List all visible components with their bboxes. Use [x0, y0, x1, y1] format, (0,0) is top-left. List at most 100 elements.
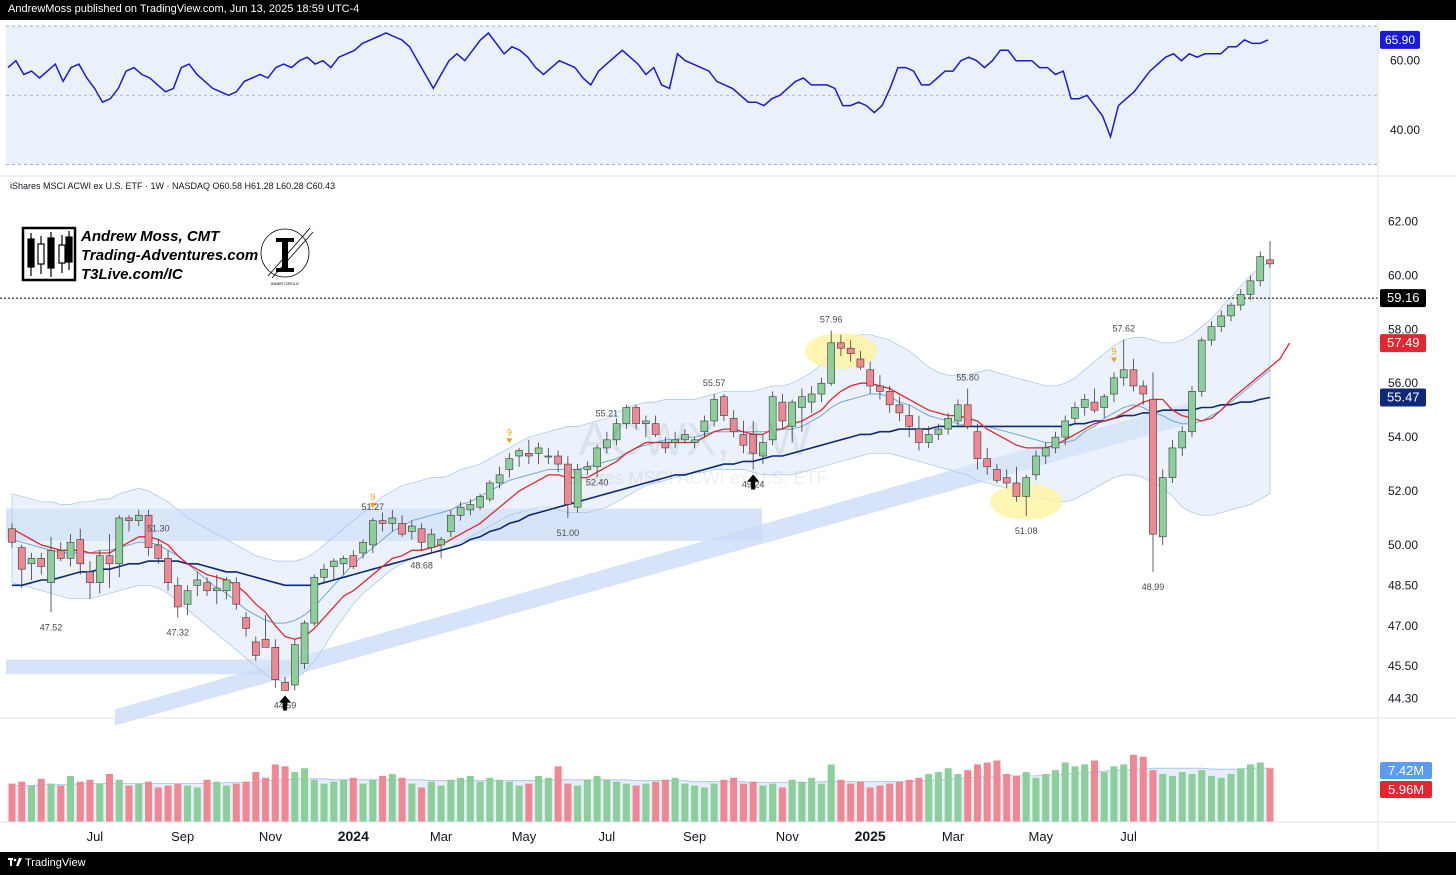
volume-bar	[1061, 762, 1069, 822]
candle-body	[56, 550, 65, 559]
candle-body	[1080, 399, 1089, 408]
x-tick-label: Jul	[87, 829, 104, 844]
candle-body	[86, 571, 94, 583]
candle	[554, 450, 562, 473]
pivot-label: 51.27	[362, 502, 385, 512]
volume-bar	[934, 772, 942, 822]
volume-bar	[515, 785, 523, 822]
logo-line1: Andrew Moss, CMT	[80, 228, 221, 245]
candle-body	[212, 587, 221, 592]
price-tick-label: 44.30	[1388, 692, 1418, 706]
candle-body	[281, 682, 289, 691]
candle	[993, 464, 1001, 483]
rsi-tick-label: 60.00	[1390, 54, 1420, 68]
volume-bar	[944, 768, 952, 822]
candle-body	[700, 420, 709, 433]
candle-body	[710, 399, 718, 422]
candle	[456, 501, 465, 521]
candle-body	[525, 453, 533, 457]
volume-bar	[1071, 766, 1079, 822]
td-arrow-icon	[369, 502, 376, 508]
volume-bar	[993, 760, 1001, 822]
candle-body	[232, 582, 241, 605]
up-arrow-icon	[279, 695, 292, 711]
candle-body	[144, 514, 153, 548]
volume-bar	[27, 785, 36, 822]
volume-bar	[427, 781, 435, 822]
candle	[768, 391, 777, 446]
candle-body	[1041, 447, 1050, 457]
volume-bar	[525, 783, 533, 822]
volume-bar	[1217, 777, 1225, 822]
pivot-label: 51.08	[1015, 526, 1038, 536]
volume-bar	[242, 781, 250, 822]
candle	[1022, 474, 1031, 516]
candle	[154, 539, 163, 564]
candle	[788, 399, 796, 443]
candle	[1158, 469, 1167, 545]
candle-body	[1178, 431, 1187, 449]
volume-bar	[671, 777, 679, 822]
last-close-badge	[1380, 289, 1426, 308]
x-tick-label: May	[512, 829, 537, 844]
candle	[476, 493, 484, 510]
candle-body	[612, 423, 621, 441]
candle-body	[300, 622, 309, 664]
candle-body	[807, 393, 816, 403]
volume-bar	[154, 787, 162, 822]
candle-body	[222, 579, 231, 592]
candle-body	[427, 533, 436, 548]
candle	[573, 464, 582, 513]
volume-bar	[895, 781, 903, 822]
candle	[378, 512, 387, 532]
candle	[856, 350, 865, 370]
candle-body	[27, 558, 36, 565]
candle-body	[1012, 482, 1021, 497]
pivot-label: 57.96	[820, 314, 843, 324]
volume-bar	[593, 775, 601, 822]
x-tick-label: Sep	[683, 829, 706, 844]
volume-bar	[252, 772, 260, 822]
volume-bar	[710, 783, 718, 822]
volume-bar	[349, 777, 357, 822]
volume-bar	[622, 783, 630, 822]
candle-body	[1129, 369, 1138, 387]
candle-body	[251, 641, 260, 656]
candle	[759, 434, 767, 465]
candle-body	[134, 514, 143, 521]
volume-bar	[466, 775, 474, 822]
candle	[1139, 380, 1148, 405]
candle-body	[1149, 399, 1157, 535]
candle-body	[17, 547, 26, 570]
x-tick-label: Mar	[430, 829, 453, 844]
candle	[271, 639, 280, 688]
candle	[27, 553, 36, 580]
candle	[632, 404, 640, 430]
candle	[1168, 439, 1177, 483]
candle	[427, 528, 436, 554]
volume-bar	[203, 779, 211, 822]
candle-body	[47, 550, 55, 583]
candle	[749, 420, 757, 470]
volume-bar	[1120, 764, 1128, 822]
inner-circle-badge-icon	[260, 227, 314, 279]
candle	[8, 523, 16, 548]
volume-bar	[164, 785, 172, 822]
candle	[603, 431, 611, 454]
volume-bar	[1207, 775, 1215, 822]
candle-body	[8, 528, 16, 543]
volume-bar	[57, 785, 65, 822]
candle	[525, 439, 533, 465]
candle	[924, 426, 933, 448]
candle	[1100, 394, 1109, 419]
candle	[593, 445, 601, 478]
volume-bar	[827, 764, 835, 822]
candle-body	[1168, 447, 1177, 478]
rsi-pane: 60.00 40.00 65.90	[0, 25, 1456, 177]
candle	[232, 577, 241, 610]
candle-body	[564, 463, 572, 505]
candle	[642, 415, 650, 438]
candle	[807, 385, 816, 413]
candle-body	[768, 396, 777, 441]
